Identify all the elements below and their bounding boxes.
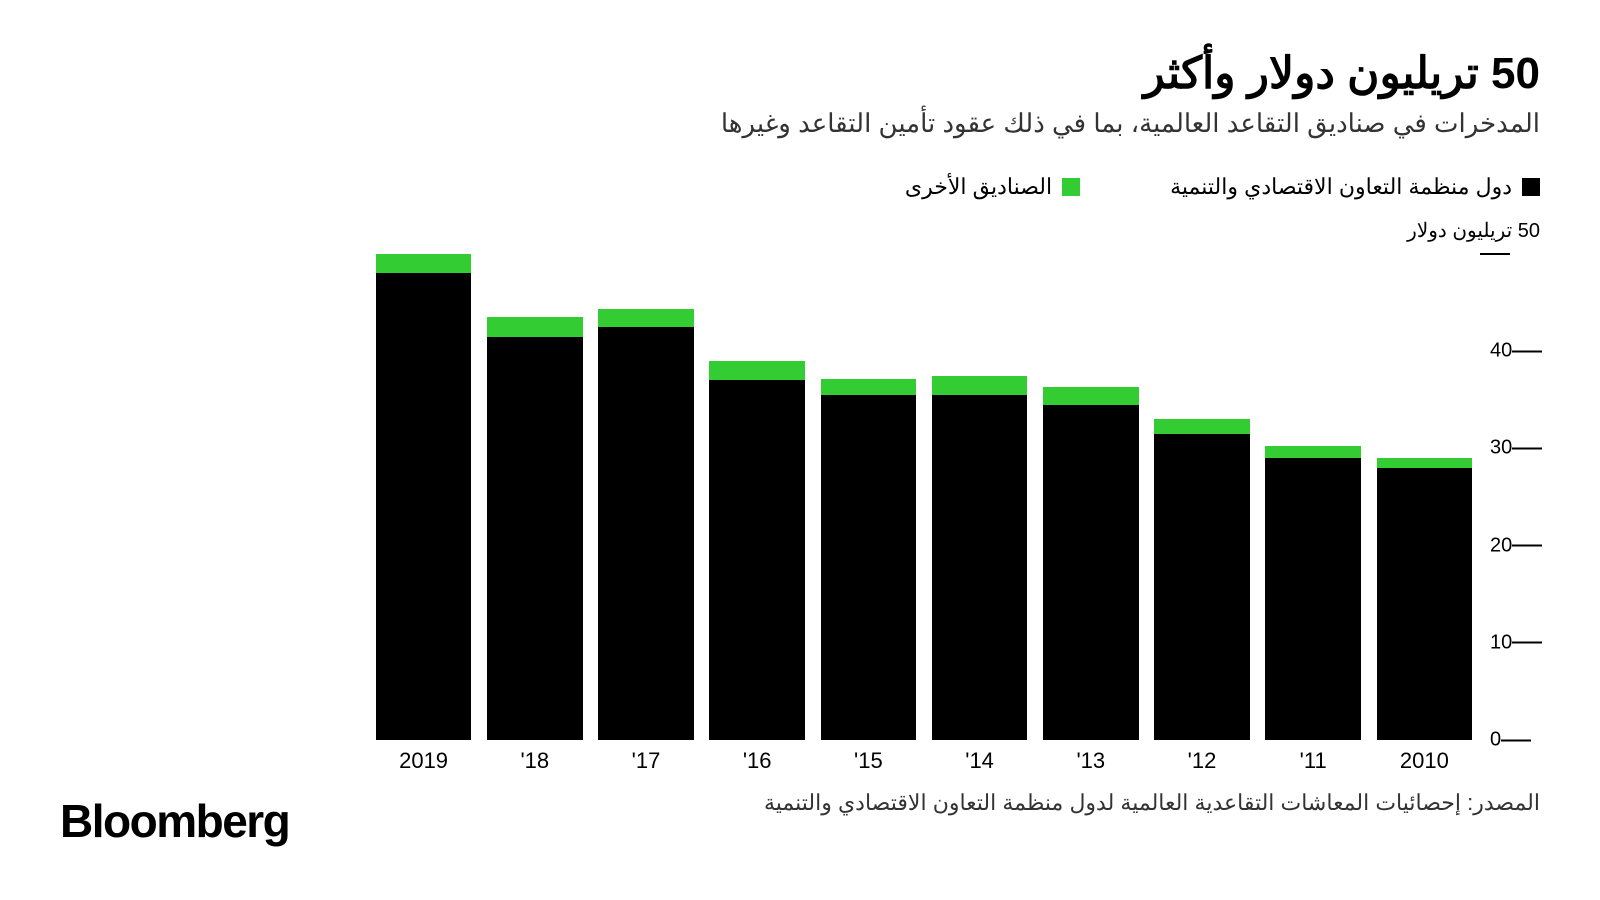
y-tick — [1480, 253, 1510, 255]
bar-segment-other — [1043, 387, 1139, 404]
y-axis-top-label: 50 تريليون دولار — [1407, 218, 1540, 243]
legend-swatch-oecd — [1522, 178, 1540, 196]
y-tick-label: 30 — [1490, 437, 1512, 460]
bar-segment-oecd — [1043, 405, 1139, 740]
bar-segment-oecd — [1265, 458, 1361, 740]
bar-slot — [924, 254, 1035, 740]
y-tick: 40 — [1480, 340, 1542, 363]
bar-segment-oecd — [1154, 434, 1250, 740]
bar-segment-oecd — [487, 337, 583, 740]
chart-plot-area — [368, 254, 1480, 740]
bar-segment-other — [1154, 419, 1250, 434]
bar-slot — [590, 254, 701, 740]
y-tick: 10 — [1480, 631, 1542, 654]
bar-stack — [821, 379, 917, 740]
bar-stack — [598, 309, 694, 740]
bar-segment-oecd — [376, 273, 472, 740]
bar-slot — [813, 254, 924, 740]
y-tick-label: 10 — [1490, 631, 1512, 654]
y-tick: 0 — [1480, 729, 1531, 752]
legend-label-oecd: دول منظمة التعاون الاقتصادي والتنمية — [1170, 174, 1512, 200]
bar-segment-other — [932, 376, 1028, 395]
bar-segment-oecd — [1377, 468, 1473, 740]
bar-segment-oecd — [932, 395, 1028, 740]
bar-segment-other — [821, 379, 917, 395]
bar-stack — [932, 376, 1028, 740]
x-tick-label: '12 — [1146, 748, 1257, 774]
y-tick-mark — [1512, 545, 1542, 547]
bar-slot — [1258, 254, 1369, 740]
x-tick-label: '16 — [702, 748, 813, 774]
bar-segment-other — [1377, 458, 1473, 468]
bar-segment-oecd — [709, 380, 805, 740]
bar-stack — [1154, 419, 1250, 740]
x-axis: 2010'11'12'13'14'15'16'17'182019 — [368, 748, 1480, 774]
bar-segment-other — [487, 317, 583, 336]
bar-segment-other — [376, 254, 472, 273]
bar-slot — [479, 254, 590, 740]
y-tick-mark — [1501, 739, 1531, 741]
y-tick-mark — [1512, 447, 1542, 449]
x-tick-label: '17 — [590, 748, 701, 774]
y-tick: 20 — [1480, 534, 1542, 557]
x-tick-label: '11 — [1258, 748, 1369, 774]
brand-logo: Bloomberg — [60, 794, 289, 848]
bar-segment-oecd — [598, 327, 694, 740]
x-tick-label: '13 — [1035, 748, 1146, 774]
chart-subtitle: المدخرات في صناديق التقاعد العالمية، بما… — [721, 108, 1540, 139]
x-tick-label: '14 — [924, 748, 1035, 774]
y-tick-mark — [1480, 253, 1510, 255]
bar-slot — [1369, 254, 1480, 740]
bar-slot — [702, 254, 813, 740]
bar-segment-oecd — [821, 395, 917, 740]
y-axis: 010203040 — [1480, 254, 1580, 740]
bar-stack — [1043, 387, 1139, 740]
bar-segment-other — [1265, 446, 1361, 458]
chart-container: { "title": "50 تريليون دولار وأكثر", "su… — [0, 0, 1600, 900]
bar-segment-other — [709, 361, 805, 380]
bar-slot — [368, 254, 479, 740]
y-tick-label: 0 — [1490, 729, 1501, 752]
legend-label-other: الصناديق الأخرى — [905, 174, 1052, 200]
legend-swatch-other — [1062, 178, 1080, 196]
legend-item-oecd: دول منظمة التعاون الاقتصادي والتنمية — [1170, 174, 1540, 200]
bar-slot — [1035, 254, 1146, 740]
x-tick-label: 2010 — [1369, 748, 1480, 774]
bar-segment-other — [598, 309, 694, 326]
y-tick-mark — [1512, 642, 1542, 644]
chart-title: 50 تريليون دولار وأكثر — [1144, 48, 1540, 99]
bar-stack — [376, 254, 472, 740]
bar-stack — [1265, 446, 1361, 740]
y-tick: 30 — [1480, 437, 1542, 460]
x-tick-label: '18 — [479, 748, 590, 774]
y-tick-label: 40 — [1490, 340, 1512, 363]
x-tick-label: '15 — [813, 748, 924, 774]
x-tick-label: 2019 — [368, 748, 479, 774]
bar-stack — [487, 317, 583, 740]
y-tick-label: 20 — [1490, 534, 1512, 557]
bar-stack — [709, 361, 805, 740]
bars-group — [368, 254, 1480, 740]
source-line: المصدر: إحصائيات المعاشات التقاعدية العا… — [764, 790, 1540, 816]
legend: دول منظمة التعاون الاقتصادي والتنمية الص… — [905, 174, 1540, 200]
bar-slot — [1146, 254, 1257, 740]
bar-stack — [1377, 458, 1473, 740]
legend-item-other: الصناديق الأخرى — [905, 174, 1080, 200]
y-tick-mark — [1512, 350, 1542, 352]
